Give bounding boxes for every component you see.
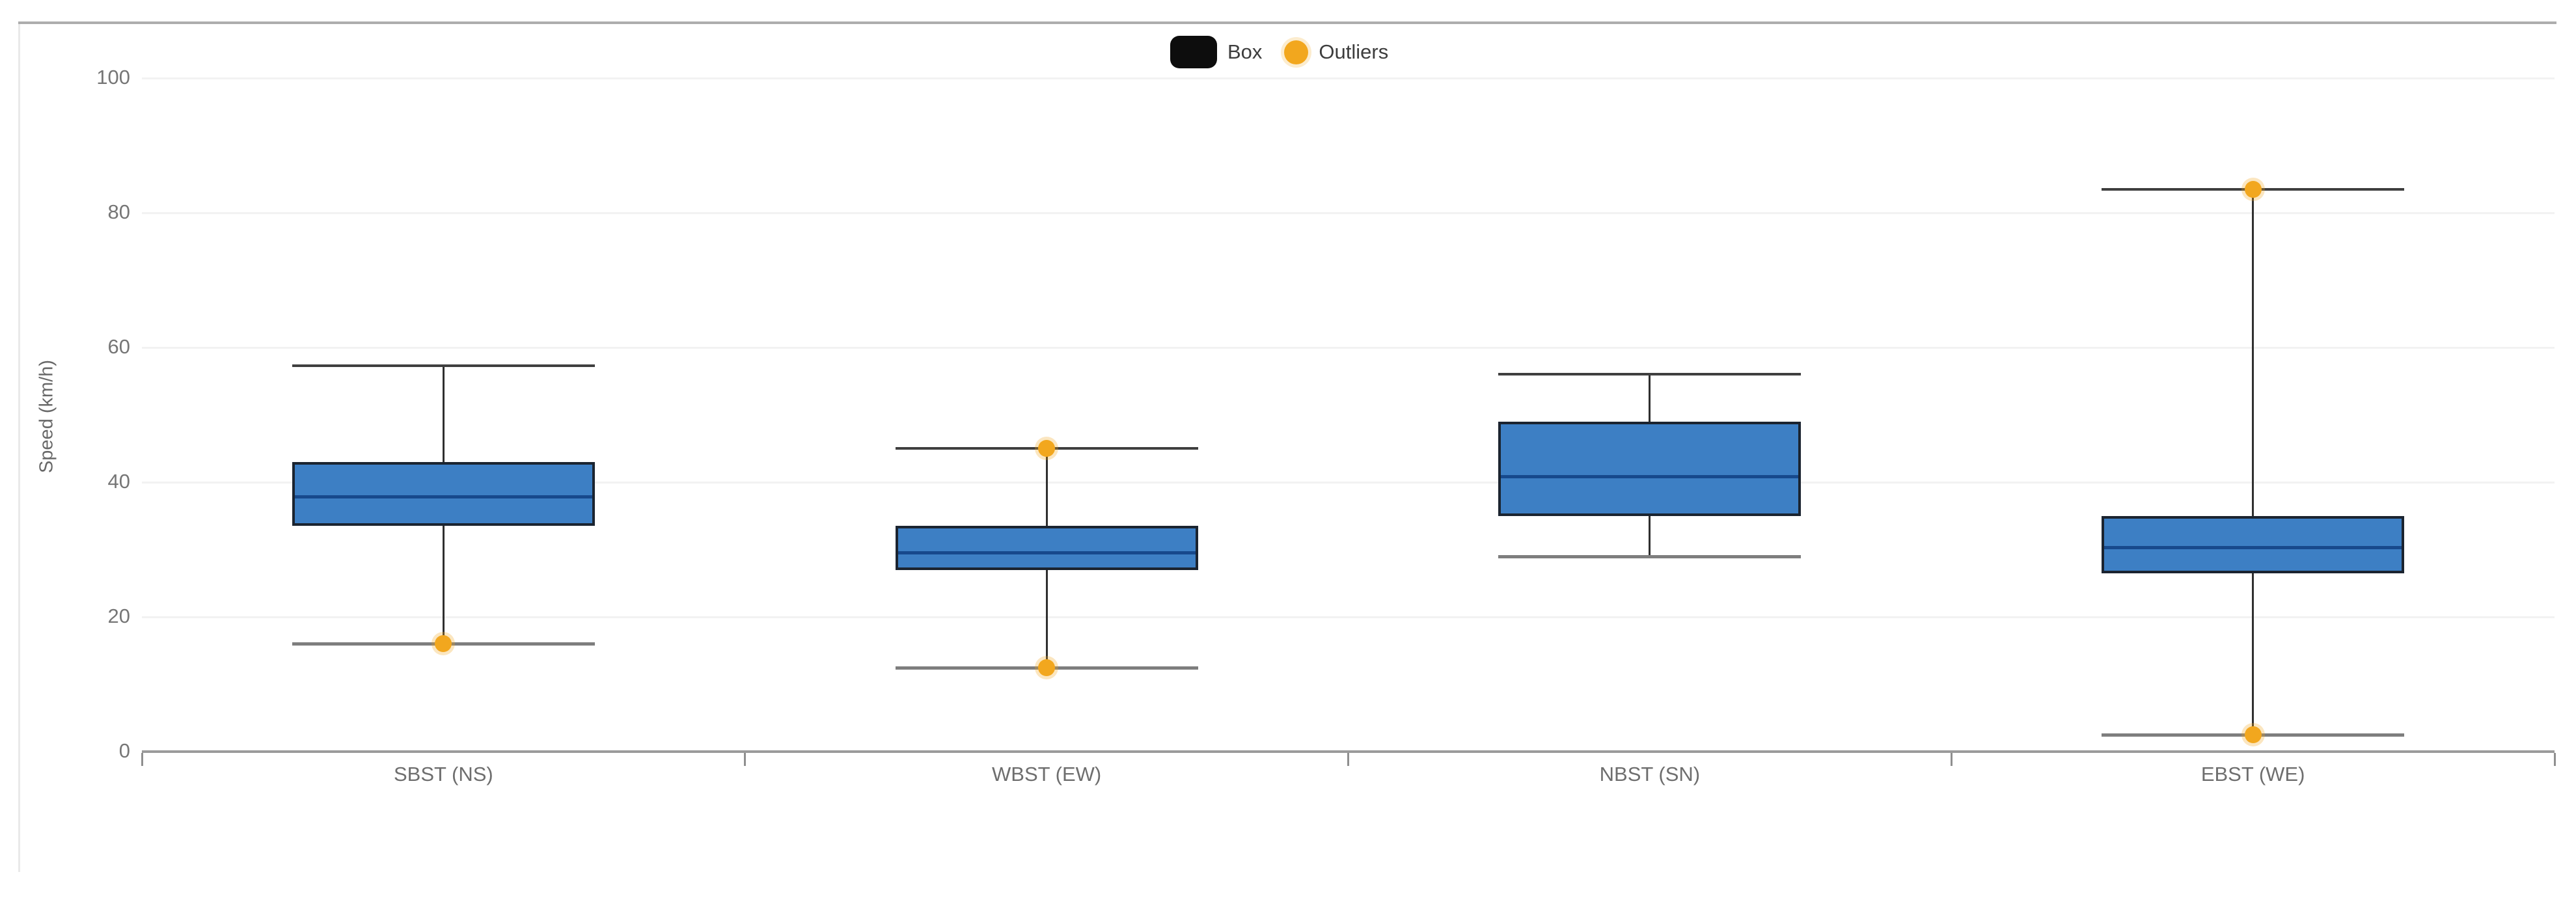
y-tick-label: 100	[96, 66, 130, 89]
legend-outlier-swatch-icon[interactable]	[1284, 40, 1309, 64]
legend-outliers-label[interactable]: Outliers	[1319, 40, 1389, 63]
legend: Box Outliers	[1170, 36, 1388, 68]
gridline	[142, 346, 2555, 349]
gridline	[142, 481, 2555, 484]
x-category-label: SBST (NS)	[394, 763, 493, 785]
gridline	[142, 616, 2555, 618]
panel-left-border	[18, 24, 20, 872]
outlier-point[interactable]	[1038, 440, 1056, 457]
median-line	[897, 551, 1196, 555]
gridline	[142, 211, 2555, 214]
outlier-point[interactable]	[2244, 726, 2262, 744]
whisker-line	[2252, 189, 2254, 735]
x-tick	[744, 753, 747, 766]
box-NBST (SN)[interactable]	[1498, 421, 1802, 516]
x-tick	[1950, 753, 1953, 766]
median-line	[1501, 475, 1799, 479]
legend-box-swatch-icon[interactable]	[1170, 36, 1217, 68]
x-axis-line	[142, 750, 2555, 753]
x-tick	[141, 753, 143, 766]
gridline	[142, 77, 2555, 79]
y-tick-label: 80	[107, 200, 130, 223]
whisker-cap-max	[1498, 373, 1802, 376]
x-category-label: EBST (WE)	[2200, 763, 2305, 785]
box-SBST (NS)[interactable]	[292, 461, 595, 526]
whisker-cap-max	[292, 364, 595, 367]
y-tick-label: 60	[107, 335, 130, 358]
x-tick	[2553, 753, 2556, 766]
legend-box-label[interactable]: Box	[1227, 40, 1263, 63]
y-tick-label: 40	[107, 470, 130, 493]
x-category-label: WBST (EW)	[992, 763, 1102, 785]
box-EBST (WE)[interactable]	[2102, 515, 2405, 573]
outlier-point[interactable]	[1038, 659, 1056, 676]
median-line	[2104, 545, 2402, 549]
y-tick-label: 20	[107, 605, 130, 627]
x-category-label: NBST (SN)	[1599, 763, 1701, 785]
outlier-point[interactable]	[435, 635, 452, 653]
x-tick	[1347, 753, 1349, 766]
whisker-cap-min	[1498, 554, 1802, 558]
panel-top-border	[18, 21, 2556, 24]
box-WBST (EW)[interactable]	[895, 526, 1198, 570]
outlier-point[interactable]	[2244, 180, 2262, 198]
median-line	[294, 495, 592, 499]
y-tick-label: 0	[118, 739, 130, 762]
